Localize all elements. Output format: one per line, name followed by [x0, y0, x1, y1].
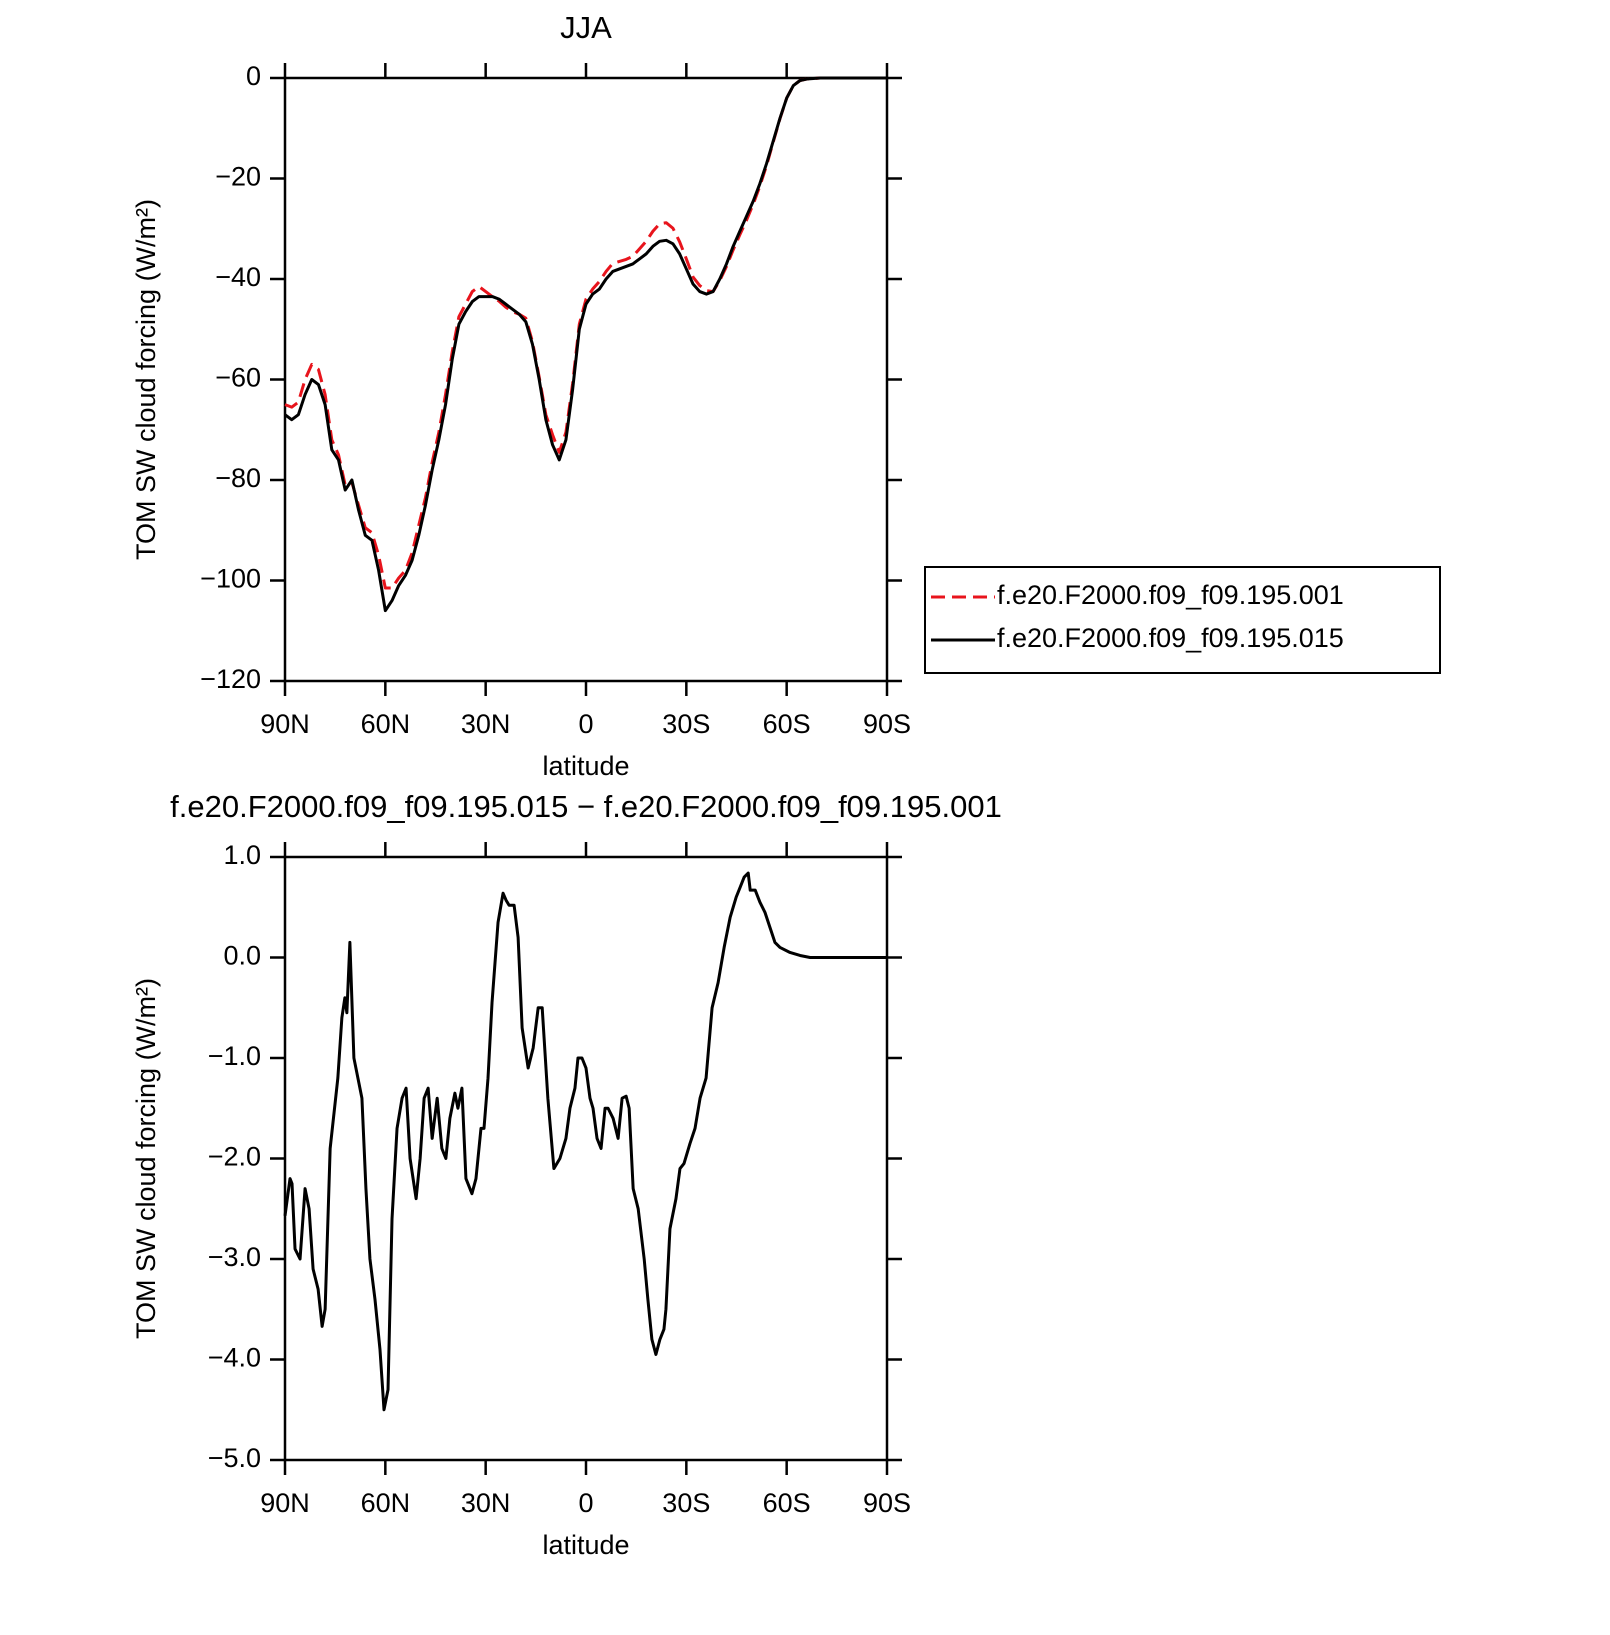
y-tick-label: 0.0	[223, 941, 261, 971]
y-tick-label: −20	[215, 162, 261, 192]
y-tick-label: −100	[200, 564, 261, 594]
y-tick-label: −120	[200, 664, 261, 694]
plot-frame	[283, 855, 889, 1462]
x-tick-label: 60S	[763, 1488, 811, 1518]
legend-label: f.e20.F2000.f09_f09.195.015	[997, 623, 1344, 653]
x-tick-label: 90S	[863, 1488, 911, 1518]
x-tick-label: 30N	[461, 1488, 511, 1518]
y-tick-label: 0	[246, 61, 261, 91]
y-axis-label: TOM SW cloud forcing (W/m²)	[131, 978, 161, 1339]
x-tick-label: 0	[578, 709, 593, 739]
y-tick-label: 1.0	[223, 840, 261, 870]
x-axis-label: latitude	[542, 751, 629, 781]
y-tick-label: −1.0	[208, 1041, 261, 1071]
x-tick-label: 0	[578, 1488, 593, 1518]
x-tick-label: 90N	[260, 1488, 310, 1518]
x-tick-label: 60N	[361, 1488, 411, 1518]
y-tick-label: −5.0	[208, 1443, 261, 1473]
y-tick-label: −2.0	[208, 1142, 261, 1172]
y-tick-label: −40	[215, 262, 261, 292]
x-tick-label: 30N	[461, 709, 511, 739]
x-tick-label: 30S	[662, 1488, 710, 1518]
legend-label: f.e20.F2000.f09_f09.195.001	[997, 580, 1344, 610]
x-tick-label: 30S	[662, 709, 710, 739]
x-tick-label: 60N	[361, 709, 411, 739]
y-tick-label: −3.0	[208, 1242, 261, 1272]
x-tick-label: 90N	[260, 709, 310, 739]
x-tick-label: 90S	[863, 709, 911, 739]
y-tick-label: −4.0	[208, 1343, 261, 1373]
chart-title: f.e20.F2000.f09_f09.195.015 − f.e20.F200…	[170, 789, 1002, 824]
legend-box	[924, 566, 1441, 674]
chart-title: JJA	[560, 10, 612, 45]
plot-frame	[283, 76, 889, 683]
y-axis-label: TOM SW cloud forcing (W/m²)	[131, 199, 161, 560]
y-tick-label: −60	[215, 363, 261, 393]
data-line	[284, 76, 887, 613]
x-tick-label: 60S	[763, 709, 811, 739]
data-line	[283, 871, 887, 1412]
y-tick-label: −80	[215, 463, 261, 493]
data-line	[284, 76, 887, 590]
x-axis-label: latitude	[542, 1530, 629, 1560]
